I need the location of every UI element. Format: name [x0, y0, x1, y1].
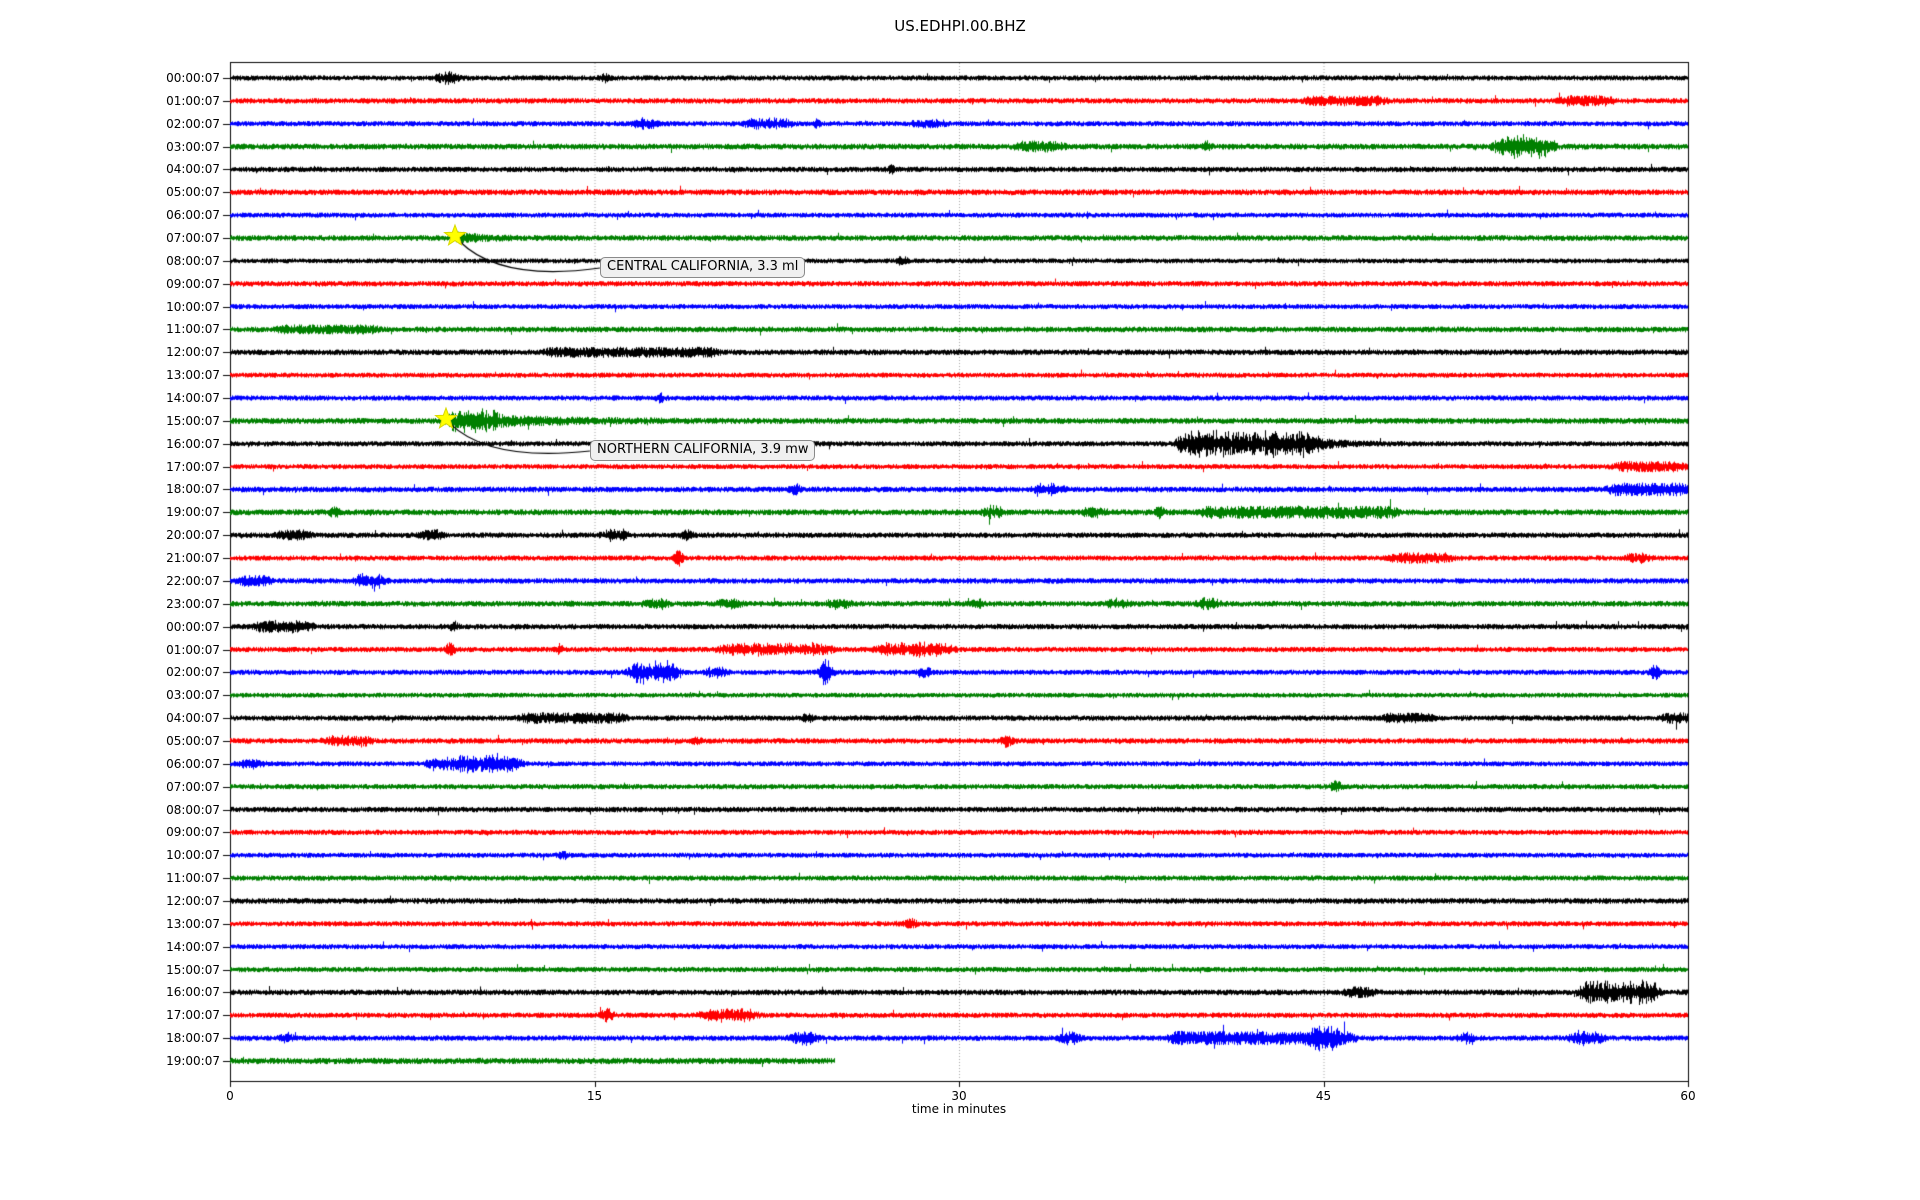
time-tick-label: 18:00:07	[166, 482, 220, 497]
time-tick-label: 15:00:07	[166, 962, 220, 977]
time-tick-label: 08:00:07	[166, 802, 220, 817]
time-tick-label: 23:00:07	[166, 596, 220, 611]
time-tick-label: 12:00:07	[166, 345, 220, 360]
time-tick-label: 11:00:07	[166, 871, 220, 886]
time-tick-label: 16:00:07	[166, 436, 220, 451]
event-star-icon	[442, 223, 468, 249]
time-tick-label: 05:00:07	[166, 185, 220, 200]
time-tick-label: 01:00:07	[166, 93, 220, 108]
time-tick-label: 04:00:07	[166, 162, 220, 177]
minute-tick-label: 45	[1315, 1089, 1332, 1103]
time-tick-label: 22:00:07	[166, 573, 220, 588]
time-tick-label: 06:00:07	[166, 756, 220, 771]
minute-tick-label: 60	[1680, 1089, 1696, 1103]
time-tick-label: 09:00:07	[166, 825, 220, 840]
time-tick-label: 14:00:07	[166, 391, 220, 406]
time-tick-label: 17:00:07	[166, 459, 220, 474]
time-tick-label: 07:00:07	[166, 779, 220, 794]
time-tick-label: 19:00:07	[166, 505, 220, 520]
chart-title: US.EDHPI.00.BHZ	[894, 17, 1026, 35]
time-tick-label: 00:00:07	[166, 619, 220, 634]
time-tick-label: 07:00:07	[166, 231, 220, 246]
time-tick-label: 18:00:07	[166, 1031, 220, 1046]
time-tick-label: 02:00:07	[166, 116, 220, 131]
time-tick-label: 13:00:07	[166, 916, 220, 931]
time-tick-label: 03:00:07	[166, 139, 220, 154]
time-tick-label: 05:00:07	[166, 733, 220, 748]
minute-tick-label: 15	[586, 1089, 603, 1103]
time-tick-label: 17:00:07	[166, 1008, 220, 1023]
time-tick-label: 06:00:07	[166, 208, 220, 223]
time-tick-label: 19:00:07	[166, 1053, 220, 1068]
time-tick-label: 01:00:07	[166, 642, 220, 657]
time-tick-label: 00:00:07	[166, 71, 220, 85]
minute-tick-label: 0	[226, 1089, 234, 1103]
minute-tick-label: 30	[951, 1089, 967, 1103]
time-tick-label: 10:00:07	[166, 299, 220, 314]
x-axis-title: time in minutes	[911, 1102, 1007, 1116]
time-tick-label: 14:00:07	[166, 939, 220, 954]
time-tick-label: 09:00:07	[166, 276, 220, 291]
annotation-label: NORTHERN CALIFORNIA, 3.9 mw	[590, 440, 816, 461]
time-tick-label: 10:00:07	[166, 848, 220, 863]
time-tick-label: 15:00:07	[166, 413, 220, 428]
time-tick-label: 03:00:07	[166, 688, 220, 703]
time-tick-label: 16:00:07	[166, 985, 220, 1000]
time-tick-label: 02:00:07	[166, 665, 220, 680]
time-tick-label: 12:00:07	[166, 893, 220, 908]
time-tick-label: 04:00:07	[166, 711, 220, 726]
annotation-label: CENTRAL CALIFORNIA, 3.3 ml	[600, 257, 806, 278]
time-tick-label: 13:00:07	[166, 368, 220, 383]
time-tick-label: 08:00:07	[166, 253, 220, 268]
event-star-icon	[433, 406, 459, 432]
time-tick-label: 21:00:07	[166, 551, 220, 566]
time-tick-label: 11:00:07	[166, 322, 220, 337]
time-tick-label: 20:00:07	[166, 528, 220, 543]
